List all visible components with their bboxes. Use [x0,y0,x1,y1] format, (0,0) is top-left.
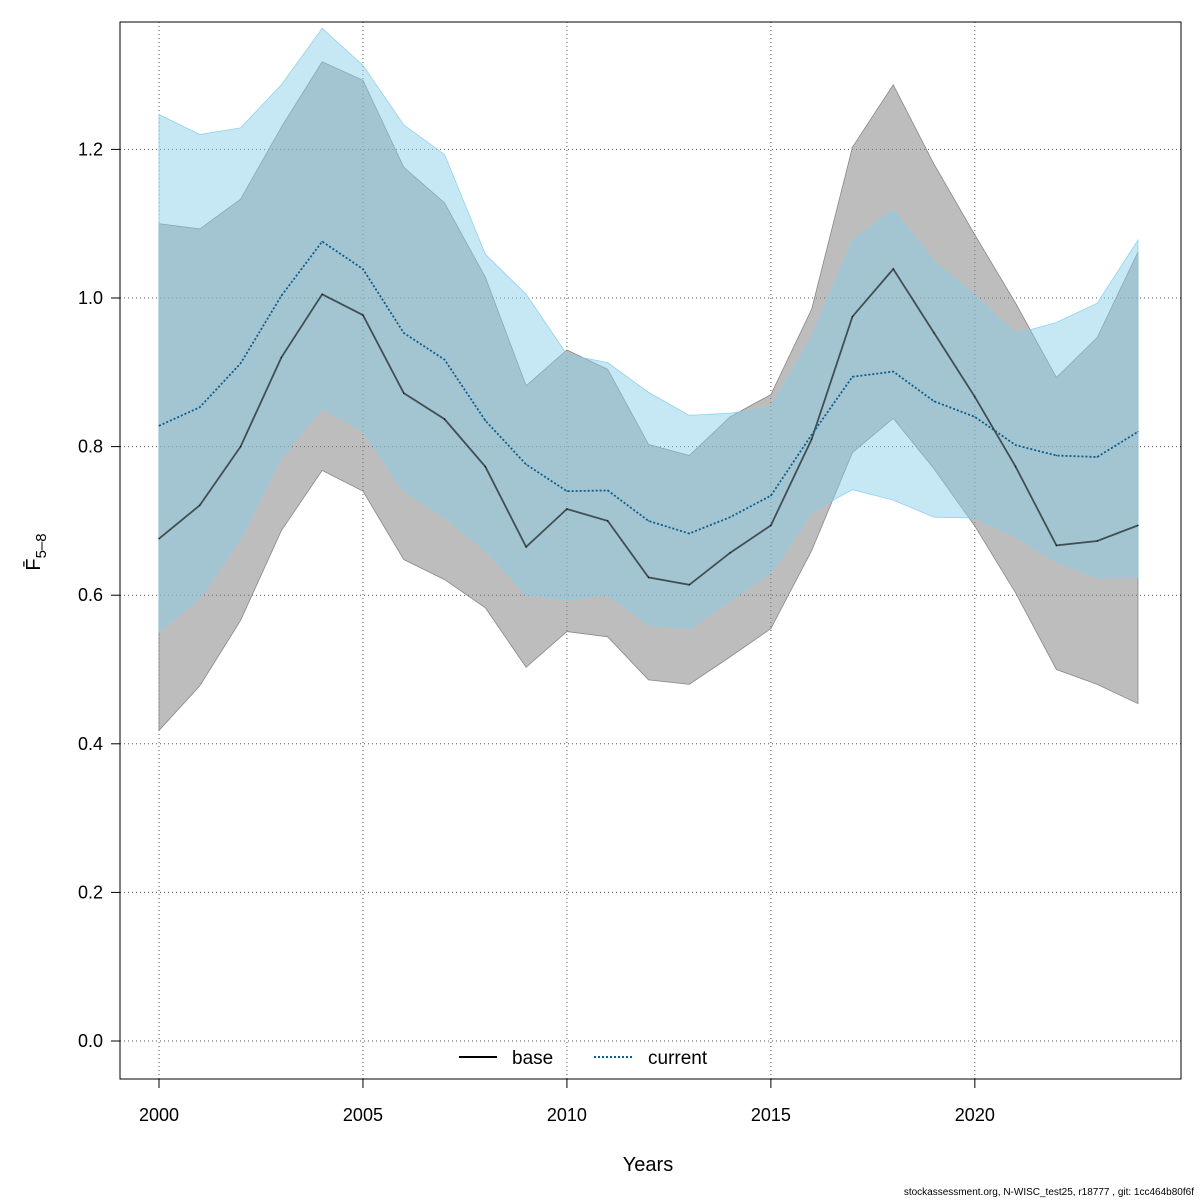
x-tick-label: 2015 [751,1105,791,1125]
point-base [729,552,731,554]
point-current [974,416,976,418]
point-current [1055,454,1058,457]
point-base [1055,544,1058,547]
svg-text:F̄5–8: F̄5–8 [22,533,50,570]
x-axis-title: Years [623,1154,673,1176]
point-base [811,438,813,440]
y-tick-label: 0.6 [78,585,103,605]
point-base [362,314,364,316]
point-current [321,240,323,243]
point-current [851,376,854,378]
point-current [199,406,201,408]
y-tick-label: 0.4 [78,734,103,754]
y-tick-label: 1.2 [78,139,103,159]
point-current [403,332,405,334]
confidence-bands [158,27,1139,732]
point-base [280,356,282,359]
point-base [892,268,894,270]
point-current [1137,431,1139,433]
y-tick-label: 0.0 [78,1031,103,1051]
point-base [688,584,690,586]
y-axis-title: F̄5–8 [22,533,50,570]
band-current [158,27,1139,633]
point-base [647,576,650,578]
point-current [933,400,935,402]
point-current [729,516,731,518]
point-base [321,293,323,295]
point-base [933,332,935,334]
point-current [1096,456,1098,458]
plot-frame [119,21,1182,1080]
point-current [607,489,609,492]
point-base [770,524,772,526]
y-tick-label: 0.8 [78,437,103,457]
point-current [280,295,282,297]
point-base [403,392,405,394]
point-base [607,520,609,522]
point-current [1015,444,1017,446]
series-lines [158,240,1139,586]
y-axis-title-main: F̄ [22,558,45,570]
x-tick-label: 2000 [139,1105,179,1125]
point-current [892,370,894,373]
x-tick-label: 2005 [343,1105,383,1125]
point-current [362,268,364,270]
y-axis-title-subscript: 5–8 [33,533,50,558]
point-current [770,495,772,497]
point-current [443,359,446,361]
point-base [851,315,854,318]
point-base [566,508,568,510]
point-current [647,520,650,522]
axes: 2000 2005 2010 2015 2020 0.0 0.2 0.4 0.6 0.8 1.0 1.… [78,139,995,1125]
point-current [566,490,568,492]
point-current [484,419,486,422]
point-base [974,396,976,398]
point-current [158,425,160,427]
point-current [811,434,813,436]
legend-label-base: base [512,1048,553,1069]
point-base [443,418,446,420]
point-base [199,504,201,506]
point-base [525,546,527,548]
point-current [239,362,242,364]
y-tick-label: 0.2 [78,882,103,902]
point-base [1015,466,1017,468]
footer-credit: stockassessment.org, N-WISC_test25, r187… [903,1187,1194,1198]
point-base [1096,540,1098,542]
point-current [525,463,527,466]
point-base [1137,524,1139,526]
point-current [688,532,690,535]
point-base [158,538,160,540]
y-tick-label: 1.0 [78,288,103,308]
x-tick-label: 2020 [955,1105,995,1125]
legend: base current [459,1048,708,1069]
point-base [239,446,242,448]
point-base [484,466,486,468]
x-tick-label: 2010 [547,1105,587,1125]
band-base [158,61,1139,732]
legend-label-current: current [648,1048,708,1069]
